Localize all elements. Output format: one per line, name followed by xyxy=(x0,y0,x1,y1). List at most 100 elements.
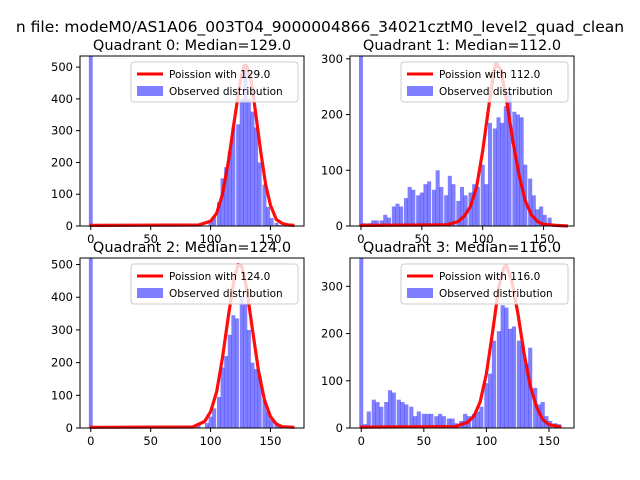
x-tick-label: 150 xyxy=(259,434,281,448)
histogram-bar xyxy=(520,345,525,428)
histogram-bar-zero xyxy=(359,258,364,428)
histogram-bar xyxy=(239,98,244,226)
histogram-bar xyxy=(431,189,437,226)
x-tick-label: 50 xyxy=(143,232,158,246)
legend-observed-label: Observed distribution xyxy=(169,86,283,98)
y-tick-label: 400 xyxy=(51,290,73,304)
subplot-quadrant-2: Quadrant 2: Median=124.0 0 50 100 150 0 100 20… xyxy=(51,240,305,448)
x-tick-label: 100 xyxy=(475,434,497,448)
x-tick-label: 50 xyxy=(143,434,158,448)
histogram-bar xyxy=(383,214,388,226)
histogram-bar xyxy=(403,198,409,226)
histogram-bar xyxy=(395,203,400,226)
histogram-bar xyxy=(196,425,201,428)
legend-fit-label: Poission with 112.0 xyxy=(439,69,540,81)
x-tick-label: 0 xyxy=(87,232,94,246)
x-tick-label: 100 xyxy=(200,434,222,448)
y-tick-label: 300 xyxy=(321,279,343,293)
legend-box xyxy=(130,61,299,103)
y-tick-label: 0 xyxy=(66,219,73,233)
histogram-bar xyxy=(479,406,484,428)
histogram-bar xyxy=(413,416,418,428)
legend-observed-swatch xyxy=(137,86,163,96)
histogram-bar xyxy=(471,413,476,428)
legend-observed-swatch xyxy=(137,288,163,298)
histogram-bar xyxy=(444,195,449,226)
histogram-bar xyxy=(239,297,244,428)
y-tick-label: 0 xyxy=(336,219,343,233)
histogram-bar xyxy=(396,399,401,428)
histogram-bar xyxy=(450,418,455,428)
legend-fit-label: Poission with 116.0 xyxy=(439,271,540,283)
histogram-bar xyxy=(212,216,217,226)
y-tick-label: 100 xyxy=(321,374,343,388)
histogram-bar xyxy=(475,186,480,226)
x-tick-label: 150 xyxy=(538,434,560,448)
histogram-bar xyxy=(463,413,468,428)
x-tick-label: 50 xyxy=(417,434,432,448)
histogram-bar xyxy=(441,416,446,428)
histogram-bar xyxy=(371,399,376,428)
legend-observed-swatch xyxy=(407,288,433,298)
legend: Poission with 116.0 Observed distribution xyxy=(400,263,569,305)
y-tick-label: 200 xyxy=(321,327,343,341)
legend-fit-label: Poission with 124.0 xyxy=(169,271,270,283)
legend: Poission with 129.0 Observed distribution xyxy=(130,61,299,103)
y-tick-label: 0 xyxy=(66,421,73,435)
histogram-bar xyxy=(496,117,501,226)
histogram-bar xyxy=(463,195,468,226)
histogram-bar xyxy=(404,404,409,428)
y-tick-label: 500 xyxy=(51,60,73,74)
legend-observed-label: Observed distribution xyxy=(439,288,553,300)
histogram-bar xyxy=(231,127,236,226)
histogram-bar xyxy=(508,328,513,428)
histogram-bar xyxy=(224,167,229,226)
histogram-bar xyxy=(399,206,404,226)
histogram-bar xyxy=(524,364,529,428)
y-tick-label: 200 xyxy=(51,356,73,370)
histogram-bar xyxy=(274,222,279,226)
histogram-bar xyxy=(227,151,232,226)
figure-suptitle: n file: modeM0/AS1A06_003T04_9000004866_… xyxy=(16,18,624,37)
x-tick-label: 0 xyxy=(87,434,94,448)
histogram-bar xyxy=(475,411,480,428)
histogram-bar xyxy=(269,218,274,226)
histogram-bar xyxy=(208,416,213,428)
histogram-bar xyxy=(231,315,236,428)
y-tick-label: 100 xyxy=(321,163,343,177)
subplot-quadrant-1: Quadrant 1: Median=112.0 0 50 100 150 0 100 20… xyxy=(321,38,575,246)
y-tick-label: 100 xyxy=(51,388,73,402)
histogram-bar xyxy=(386,217,391,226)
histogram-bar xyxy=(531,195,536,226)
histogram-bar xyxy=(220,367,225,428)
histogram-bar-zero xyxy=(88,258,93,428)
legend-observed-swatch xyxy=(407,86,433,96)
histogram-bar xyxy=(262,400,267,428)
histogram-bar xyxy=(246,329,251,428)
x-tick-label: 150 xyxy=(533,232,555,246)
histogram-bar xyxy=(447,175,452,226)
histogram-bar xyxy=(254,127,259,226)
subplot-quadrant-0: Quadrant 0: Median=129.0 0 50 100 150 0 100 20… xyxy=(51,38,305,246)
histogram-bar xyxy=(371,220,376,226)
histogram-bar xyxy=(491,340,496,428)
histogram-bar xyxy=(528,178,533,226)
y-tick-label: 300 xyxy=(51,323,73,337)
histogram-bar xyxy=(451,184,456,226)
plot-area xyxy=(88,56,295,227)
y-tick-label: 500 xyxy=(51,258,73,272)
histogram-bar xyxy=(542,214,547,226)
histogram-bar xyxy=(488,373,493,428)
histogram-bar xyxy=(434,416,439,428)
subplot-quadrant-3: Quadrant 3: Median=116.0 0 50 100 150 0 100 20… xyxy=(321,240,575,448)
histogram-bar xyxy=(212,408,217,428)
y-tick-label: 400 xyxy=(51,92,73,106)
plot-area xyxy=(88,258,295,429)
histogram-bar xyxy=(456,200,461,226)
histogram-bar xyxy=(487,122,493,226)
histogram-bar xyxy=(503,106,508,226)
histogram-bar xyxy=(227,334,232,428)
histogram-bar xyxy=(423,184,428,226)
histogram-bar xyxy=(439,186,444,226)
histogram-bar xyxy=(500,122,505,226)
